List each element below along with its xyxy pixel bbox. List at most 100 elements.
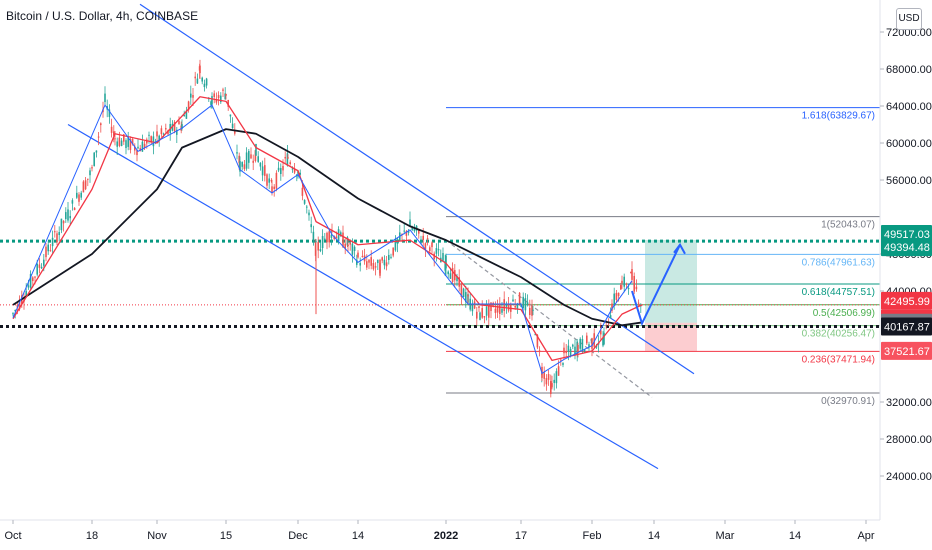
- candle-body: [40, 266, 43, 269]
- candle-body: [152, 136, 155, 147]
- x-tick-label: Nov: [147, 530, 167, 542]
- candle-body: [134, 146, 136, 151]
- ma-long-line[interactable]: [12, 128, 643, 327]
- currency-button[interactable]: USD: [896, 8, 922, 30]
- candle-body: [51, 237, 54, 247]
- candle-body: [222, 89, 224, 91]
- candle-body: [131, 138, 134, 145]
- candle-body: [431, 242, 433, 248]
- candle-body: [611, 303, 613, 311]
- price-axis[interactable]: [880, 0, 932, 520]
- candle-body: [199, 65, 201, 74]
- candle-body: [394, 238, 397, 251]
- trend-dashed-line[interactable]: [445, 239, 653, 398]
- candle-body: [113, 131, 115, 136]
- candle-body: [465, 292, 467, 303]
- candle-body: [220, 95, 222, 103]
- candle-body: [308, 212, 310, 216]
- price-tag-label: 49517.03: [884, 229, 930, 241]
- candle-body: [550, 381, 552, 394]
- fib-level-label: 0.382(40256.47): [802, 329, 875, 340]
- candle-body: [567, 345, 570, 352]
- candle-body: [225, 93, 227, 96]
- candle-body: [337, 229, 340, 242]
- candle-body: [45, 246, 47, 258]
- candle-body: [110, 126, 113, 133]
- candle-body: [287, 157, 289, 159]
- candle-body: [104, 93, 106, 103]
- candle-body: [224, 93, 226, 100]
- candle-body: [569, 348, 572, 357]
- candle-body: [342, 232, 344, 248]
- candle-body: [317, 242, 319, 251]
- projection-arrow[interactable]: [631, 244, 681, 327]
- candle-body: [231, 123, 234, 129]
- candle-body: [273, 186, 275, 189]
- candle-body: [403, 230, 405, 232]
- candle-body: [34, 276, 36, 278]
- candle-body: [275, 172, 278, 189]
- candle-body: [205, 78, 208, 86]
- candle-body: [194, 76, 196, 79]
- ma-fast-blue-line[interactable]: [12, 104, 633, 375]
- candle-body: [12, 313, 14, 315]
- channel-lower-line[interactable]: [67, 123, 659, 470]
- candle-body: [538, 350, 541, 353]
- candle-body: [248, 151, 250, 163]
- candle-body: [483, 316, 486, 318]
- candle-body: [29, 274, 32, 288]
- candle-body: [201, 77, 203, 82]
- candle-body: [255, 143, 257, 156]
- candle-body: [562, 363, 564, 365]
- candle-body: [264, 165, 266, 176]
- candle-body: [158, 135, 160, 141]
- candle-body: [234, 130, 236, 134]
- candle-body: [203, 83, 206, 88]
- candle-body: [609, 315, 612, 319]
- candle-body: [25, 291, 27, 297]
- candle-body: [266, 174, 268, 186]
- candle-body: [591, 338, 593, 349]
- candle-body: [270, 180, 273, 182]
- candle-body: [257, 156, 259, 162]
- candle-body: [607, 324, 610, 326]
- candle-body: [456, 276, 458, 282]
- target-zone[interactable]: [645, 239, 697, 323]
- ma-fast-line[interactable]: [12, 96, 643, 362]
- y-tick-label: 32000.00: [886, 397, 932, 409]
- candle-body: [173, 122, 176, 132]
- candle-body: [268, 178, 270, 183]
- candle-body: [120, 140, 123, 147]
- candle-body: [143, 143, 146, 149]
- candle-body: [62, 220, 65, 224]
- candle-body: [181, 124, 183, 129]
- candle-body: [76, 192, 78, 198]
- candle-body: [617, 292, 620, 297]
- candle-body: [196, 78, 199, 84]
- y-tick-label: 68000.00: [886, 64, 932, 76]
- candle-body: [577, 344, 579, 353]
- candle-body: [366, 261, 368, 268]
- candle-body: [467, 295, 469, 297]
- candle-body: [494, 308, 497, 313]
- channel-upper-line[interactable]: [139, 3, 695, 375]
- candle-body: [312, 231, 315, 240]
- candle-body: [213, 93, 215, 98]
- candle-body: [479, 312, 481, 320]
- candle-body: [73, 207, 76, 211]
- candle-body: [551, 383, 553, 388]
- candle-body: [93, 152, 95, 167]
- candle-body: [71, 200, 74, 204]
- candle-body: [501, 308, 503, 313]
- price-tag: [881, 341, 932, 360]
- candle-body: [49, 250, 52, 252]
- candle-body: [503, 299, 505, 311]
- candle-body: [496, 306, 499, 313]
- candle-body: [499, 303, 501, 314]
- candle-body: [299, 172, 301, 175]
- candle-body: [388, 254, 390, 260]
- candle-body: [625, 283, 628, 285]
- candle-body: [215, 99, 218, 103]
- candle-body: [190, 93, 192, 98]
